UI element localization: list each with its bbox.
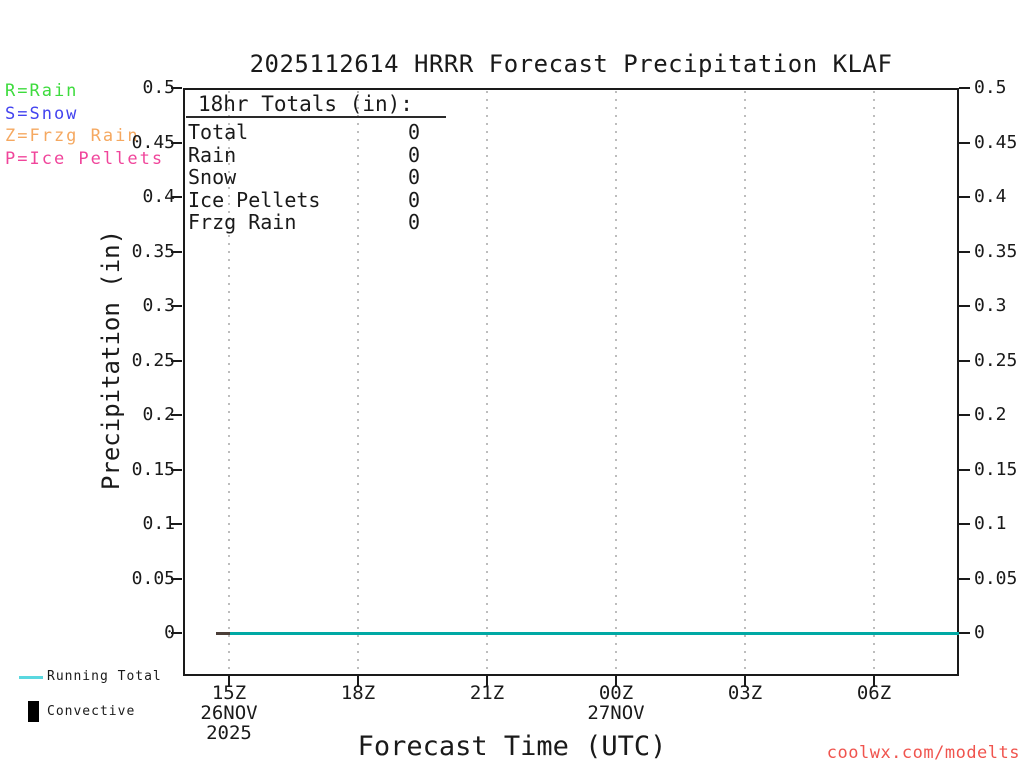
y-tick-label-right: 0 [974, 622, 985, 643]
y-tick-label-right: 0.25 [974, 350, 1018, 371]
x-tick-label: 15Z 26NOV 2025 [200, 682, 258, 744]
y-tick-label-left: 0 [164, 622, 175, 643]
gridline [744, 91, 746, 674]
y-tick-label-right: 0.05 [974, 568, 1018, 589]
totals-row: Frzg Rain 0 [188, 211, 420, 234]
totals-row-label: Total [188, 120, 249, 144]
x-tick-label: 21Z [469, 682, 505, 704]
totals-row-value: 0 [407, 165, 420, 190]
totals-row-label: Snow [188, 165, 237, 190]
y-tick-left [171, 360, 182, 362]
y-tick-right [959, 305, 970, 307]
chart-title: 2025112614 HRRR Forecast Precipitation K… [249, 50, 893, 78]
precip-type-legend: R=Rain S=Snow Z=Frzg Rain P=Ice Pellets [5, 80, 164, 170]
y-tick-label-left: 0.15 [131, 459, 175, 480]
totals-row: Total 0 [188, 121, 420, 144]
y-tick-left [171, 632, 182, 634]
y-tick-left [171, 305, 182, 307]
gridline [228, 91, 230, 674]
convective-line-start [216, 632, 232, 635]
y-tick-right [959, 632, 970, 634]
x-tick [357, 676, 359, 687]
y-tick-left [171, 469, 182, 471]
totals-row-value: 0 [407, 187, 420, 212]
totals-panel: Total 0 Rain 0 Snow 0 Ice Pellets 0 Frzg Rain 0 [188, 121, 420, 234]
totals-row-label: Rain [188, 142, 237, 167]
convective-swatch-bar [28, 701, 39, 722]
y-tick-label-left: 0.5 [142, 77, 175, 98]
x-tick-label: 18Z [340, 682, 376, 704]
y-tick-label-right: 0.2 [974, 404, 1007, 425]
x-tick [615, 676, 617, 687]
legend-item: S=Snow [5, 103, 79, 124]
y-tick-right [959, 87, 970, 89]
x-tick [873, 676, 875, 687]
y-tick-label-right: 0.15 [974, 459, 1018, 480]
y-tick-left [171, 251, 182, 253]
y-tick-label-left: 0.05 [131, 568, 175, 589]
y-tick-label-right: 0.4 [974, 186, 1007, 207]
x-tick [486, 676, 488, 687]
y-tick-left [171, 578, 182, 580]
x-axis-label: Forecast Time (UTC) [357, 731, 667, 762]
gridline [486, 91, 488, 674]
y-tick-right [959, 196, 970, 198]
y-tick-label-left: 0.25 [131, 350, 175, 371]
y-tick-label-right: 0.3 [974, 295, 1007, 316]
gridline [357, 91, 359, 674]
y-tick-right [959, 414, 970, 416]
totals-row: Snow 0 [188, 166, 420, 189]
gridline [873, 91, 875, 674]
x-tick-label: 00Z 27NOV [587, 682, 645, 724]
y-tick-label-right: 0.35 [974, 241, 1018, 262]
totals-row: Ice Pellets 0 [188, 189, 420, 212]
totals-panel-header: 18hr Totals (in): [186, 92, 446, 118]
legend-item: Z=Frzg Rain [5, 126, 140, 146]
y-tick-label-left: 0.1 [142, 513, 175, 534]
y-axis-label: Precipitation (in) [97, 229, 125, 491]
x-tick [744, 676, 746, 687]
y-tick-left [171, 142, 182, 144]
y-tick-label-left: 0.45 [131, 132, 175, 153]
totals-row-value: 0 [407, 120, 420, 144]
gridline [615, 91, 617, 674]
y-tick-label-right: 0.45 [974, 132, 1018, 153]
y-tick-right [959, 251, 970, 253]
legend-item: P=Ice Pellets [5, 148, 165, 169]
totals-row-label: Ice Pellets [188, 187, 321, 212]
legend-item: R=Rain [5, 81, 79, 101]
running-total-legend-label: Running Total [47, 669, 162, 684]
y-tick-label-left: 0.4 [142, 186, 175, 207]
y-tick-right [959, 469, 970, 471]
y-tick-label-right: 0.1 [974, 513, 1007, 534]
y-tick-label-left: 0.35 [131, 241, 175, 262]
running-total-swatch-line [19, 676, 43, 679]
totals-row-value: 0 [407, 142, 420, 167]
totals-row-label: Frzg Rain [188, 210, 297, 235]
plot-area [183, 88, 959, 676]
convective-legend-label: Convective [47, 704, 136, 719]
y-tick-left [171, 414, 182, 416]
y-tick-left [171, 87, 182, 89]
y-tick-label-right: 0.5 [974, 77, 1007, 98]
y-tick-right [959, 578, 970, 580]
totals-row: Rain 0 [188, 142, 420, 167]
y-tick-right [959, 142, 970, 144]
y-tick-left [171, 196, 182, 198]
x-tick-label: 03Z [727, 682, 763, 704]
y-tick-label-left: 0.3 [142, 295, 175, 316]
y-tick-left [171, 523, 182, 525]
y-tick-right [959, 523, 970, 525]
watermark-link: coolwx.com/modelts [826, 743, 1020, 763]
x-tick-label: 06Z [856, 682, 892, 704]
totals-row-value: 0 [407, 210, 420, 235]
x-tick [228, 676, 230, 687]
y-tick-right [959, 360, 970, 362]
running-total-line [230, 632, 959, 635]
y-tick-label-left: 0.2 [142, 404, 175, 425]
